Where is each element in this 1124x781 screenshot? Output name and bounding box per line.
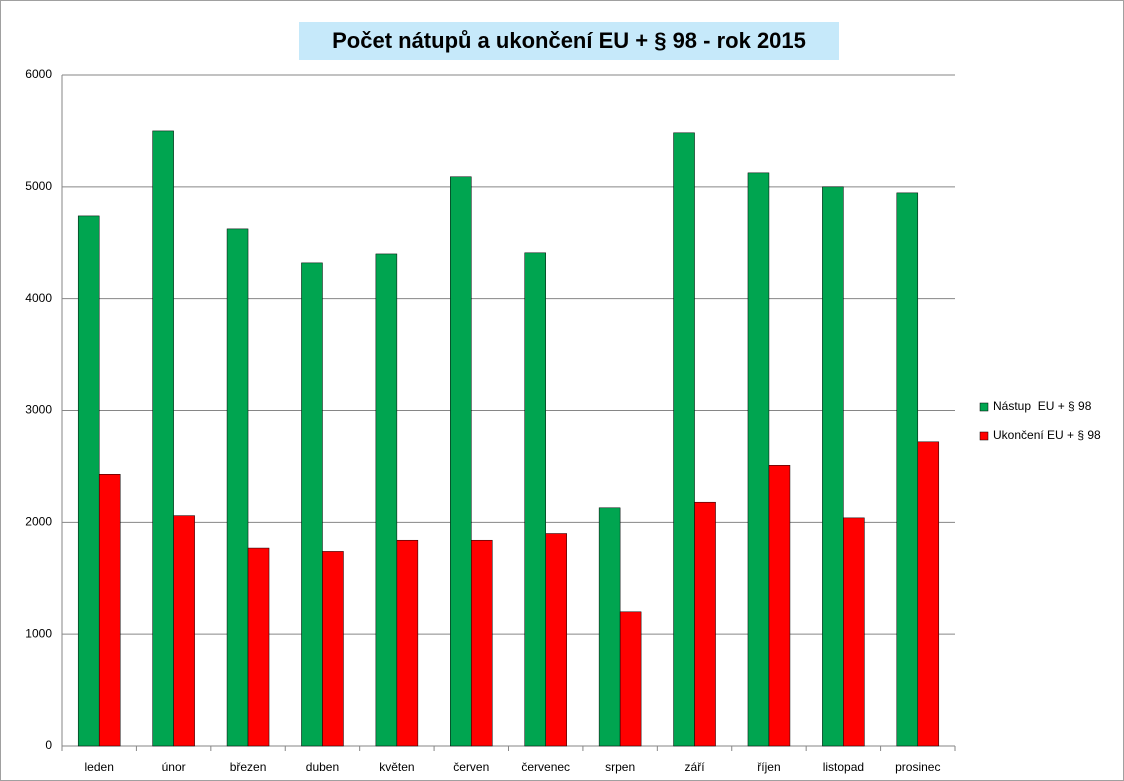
bar: [173, 515, 195, 747]
x-tick-label: srpen: [605, 760, 635, 774]
y-tick-label: 0: [45, 738, 52, 752]
bar: [694, 501, 716, 747]
bar: [524, 252, 546, 747]
x-tick-label: prosinec: [895, 760, 940, 774]
bar: [375, 253, 398, 747]
legend-swatch: [979, 402, 989, 412]
bar: [747, 172, 770, 747]
bar: [598, 507, 621, 747]
y-tick-label: 1000: [25, 626, 52, 640]
bar: [673, 132, 695, 747]
legend-label: Ukončení EU + § 98: [993, 428, 1101, 442]
x-tick-label: duben: [306, 760, 339, 774]
title-background: [299, 22, 839, 60]
legend-label: Nástup EU + § 98: [993, 399, 1092, 413]
x-tick-label: květen: [379, 760, 414, 774]
x-tick-label: březen: [230, 760, 267, 774]
bar: [450, 176, 472, 747]
x-tick-label: listopad: [823, 760, 864, 774]
bar: [322, 551, 344, 747]
x-tick-label: leden: [85, 760, 114, 774]
x-tick-label: únor: [162, 760, 186, 774]
x-tick-label: červen: [453, 760, 489, 774]
legend-swatch: [979, 431, 989, 441]
y-tick-label: 3000: [25, 403, 52, 417]
bar: [301, 262, 323, 747]
bar: [768, 465, 791, 747]
bar: [619, 611, 642, 747]
bar: [396, 539, 419, 747]
bar: [471, 539, 493, 747]
y-tick-label: 4000: [25, 291, 52, 305]
bar: [822, 186, 844, 747]
bar: [152, 130, 174, 747]
bar: [226, 228, 249, 747]
y-tick-label: 5000: [25, 179, 52, 193]
x-tick-label: červenec: [521, 760, 570, 774]
bar: [917, 441, 940, 747]
bar: [843, 517, 865, 747]
x-tick-label: září: [685, 760, 706, 774]
y-tick-label: 2000: [25, 515, 52, 529]
y-tick-label: 6000: [25, 67, 52, 81]
bar: [545, 533, 567, 747]
x-tick-label: říjen: [757, 760, 780, 774]
bar: [247, 547, 270, 747]
bar: [77, 215, 100, 747]
chart-title: Počet nátupů a ukončení EU + § 98 - rok …: [332, 28, 806, 53]
bar: [896, 192, 919, 747]
bar: [98, 473, 121, 747]
